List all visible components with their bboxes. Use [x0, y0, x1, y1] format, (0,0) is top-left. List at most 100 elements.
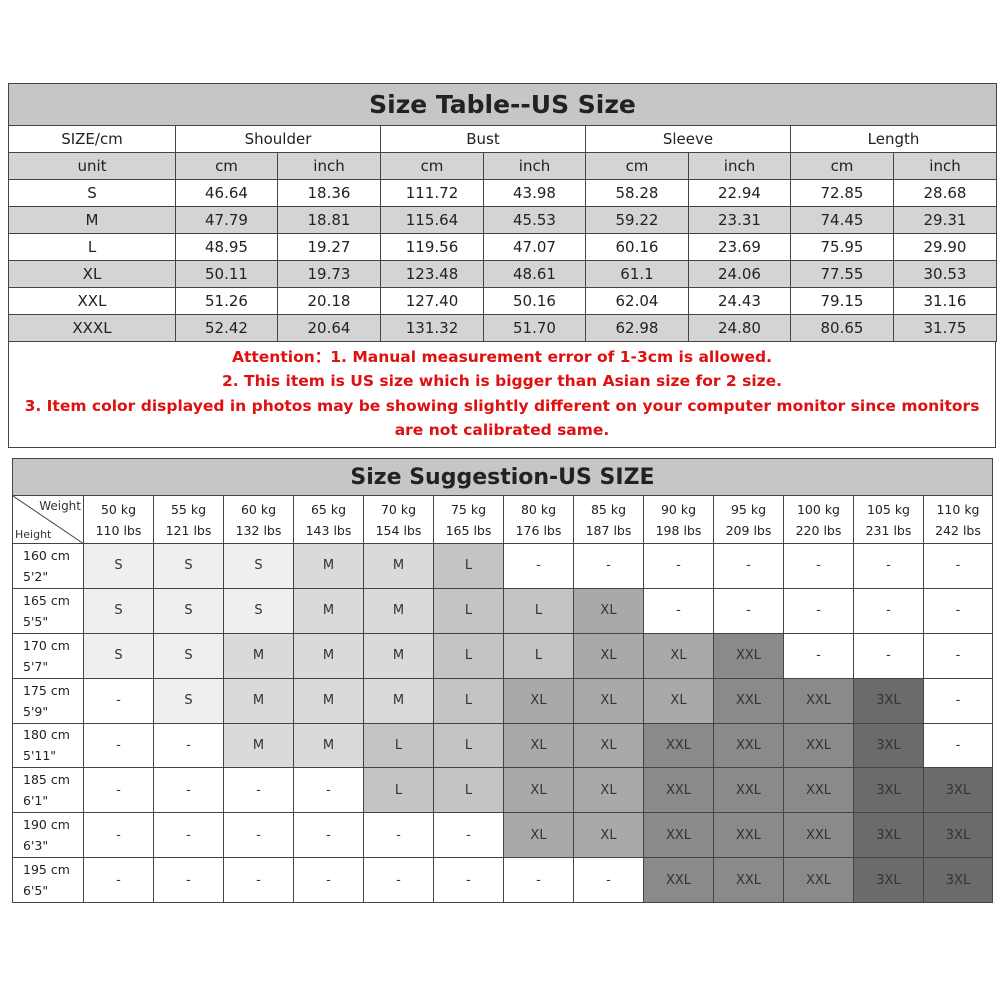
height-header: 195 cm 6'5" [12, 857, 84, 903]
weight-lbs: 187 lbs [585, 522, 632, 538]
size-cell: 43.98 [483, 179, 586, 207]
size-cell: 46.64 [175, 179, 278, 207]
size-cell: 20.64 [277, 314, 381, 342]
size-suggestion: XXL [713, 722, 784, 769]
size-suggestion: M [363, 677, 434, 724]
size-cell: 22.94 [688, 179, 791, 207]
size-cell: M [8, 206, 176, 234]
weight-header: 50 kg 110 lbs [83, 495, 154, 544]
size-suggestion: - [223, 812, 294, 859]
size-suggestion: S [83, 543, 154, 589]
weight-kg: 90 kg [660, 501, 697, 517]
height-cm: 170 cm [23, 637, 70, 653]
size-suggestion: L [433, 543, 504, 589]
size-suggestion: XXL [783, 812, 854, 859]
weight-kg: 65 kg [310, 501, 347, 517]
size-cell: 29.90 [893, 233, 997, 261]
header-cell: Length [790, 125, 997, 153]
size-suggestion: - [153, 767, 224, 814]
size-cell: 72.85 [790, 179, 894, 207]
size-cell: 51.70 [483, 314, 586, 342]
size-suggestion: - [433, 857, 504, 903]
attention-line: Attention：1. Manual measurement error of… [231, 347, 772, 366]
size-suggestion: - [433, 812, 504, 859]
size-cell: 58.28 [585, 179, 689, 207]
weight-lbs: 176 lbs [515, 522, 562, 538]
size-suggestion: XXL [783, 767, 854, 814]
size-suggestion: 3XL [853, 857, 924, 903]
size-cell: XXXL [8, 314, 176, 342]
weight-header: 55 kg 121 lbs [153, 495, 224, 544]
size-suggestion: XXL [783, 677, 854, 724]
size-suggestion: L [503, 632, 574, 679]
size-suggestion: M [363, 587, 434, 634]
size-suggestion: - [83, 857, 154, 903]
height-ft: 6'3" [23, 838, 49, 854]
size-suggestion: XXL [713, 677, 784, 724]
size-suggestion: - [293, 857, 364, 903]
size-cell: 61.1 [585, 260, 689, 288]
size-suggestion: - [293, 812, 364, 859]
weight-lbs: 220 lbs [795, 522, 842, 538]
size-suggestion: - [713, 587, 784, 634]
size-cell: 48.61 [483, 260, 586, 288]
size-suggestion: - [293, 767, 364, 814]
corner-top: Weight [39, 499, 81, 513]
size-cell: 59.22 [585, 206, 689, 234]
size-cell: 119.56 [380, 233, 484, 261]
size-cell: 127.40 [380, 287, 484, 315]
size-cell: S [8, 179, 176, 207]
size-suggestion: 3XL [923, 812, 993, 859]
weight-kg: 70 kg [380, 501, 417, 517]
size-suggestion: XL [503, 767, 574, 814]
height-ft: 6'5" [23, 883, 49, 899]
size-suggestion: - [643, 587, 714, 634]
size-cell: 62.98 [585, 314, 689, 342]
size-suggestion: XL [573, 722, 644, 769]
size-suggestion: - [783, 587, 854, 634]
size-cell: 80.65 [790, 314, 894, 342]
size-suggestion: S [223, 587, 294, 634]
unit-cell: inch [893, 152, 997, 180]
size-suggestion: - [153, 857, 224, 903]
weight-kg: 100 kg [796, 501, 840, 517]
size-suggestion: - [573, 857, 644, 903]
size-cell: XXL [8, 287, 176, 315]
size-suggestion: 3XL [853, 812, 924, 859]
size-cell: 23.69 [688, 233, 791, 261]
size-suggestion: - [503, 857, 574, 903]
size-suggestion: L [433, 587, 504, 634]
size-suggestion: - [153, 812, 224, 859]
size-suggestion: - [923, 543, 993, 589]
weight-header: 75 kg 165 lbs [433, 495, 504, 544]
size-cell: 31.75 [893, 314, 997, 342]
height-ft: 5'7" [23, 658, 49, 674]
size-suggestion: - [923, 587, 993, 634]
size-suggestion: - [363, 857, 434, 903]
weight-header: 85 kg 187 lbs [573, 495, 644, 544]
size-suggestion: - [923, 632, 993, 679]
weight-lbs: 154 lbs [375, 522, 422, 538]
unit-cell: unit [8, 152, 176, 180]
height-header: 160 cm 5'2" [12, 543, 84, 589]
weight-header: 110 kg 242 lbs [923, 495, 993, 544]
size-cell: 47.07 [483, 233, 586, 261]
height-ft: 6'1" [23, 793, 49, 809]
size-suggestion: - [783, 632, 854, 679]
size-suggestion: S [83, 587, 154, 634]
size-suggestion: XL [503, 677, 574, 724]
size-cell: 45.53 [483, 206, 586, 234]
size-cell: 24.80 [688, 314, 791, 342]
size-suggestion: L [503, 587, 574, 634]
size-suggestion: M [363, 632, 434, 679]
unit-cell: cm [585, 152, 689, 180]
size-cell: 23.31 [688, 206, 791, 234]
size-cell: 24.06 [688, 260, 791, 288]
weight-kg: 80 kg [520, 501, 557, 517]
unit-cell: inch [688, 152, 791, 180]
size-suggestion: - [643, 543, 714, 589]
height-cm: 185 cm [23, 772, 70, 788]
size-suggestion: XXL [643, 812, 714, 859]
size-suggestion: XL [573, 812, 644, 859]
